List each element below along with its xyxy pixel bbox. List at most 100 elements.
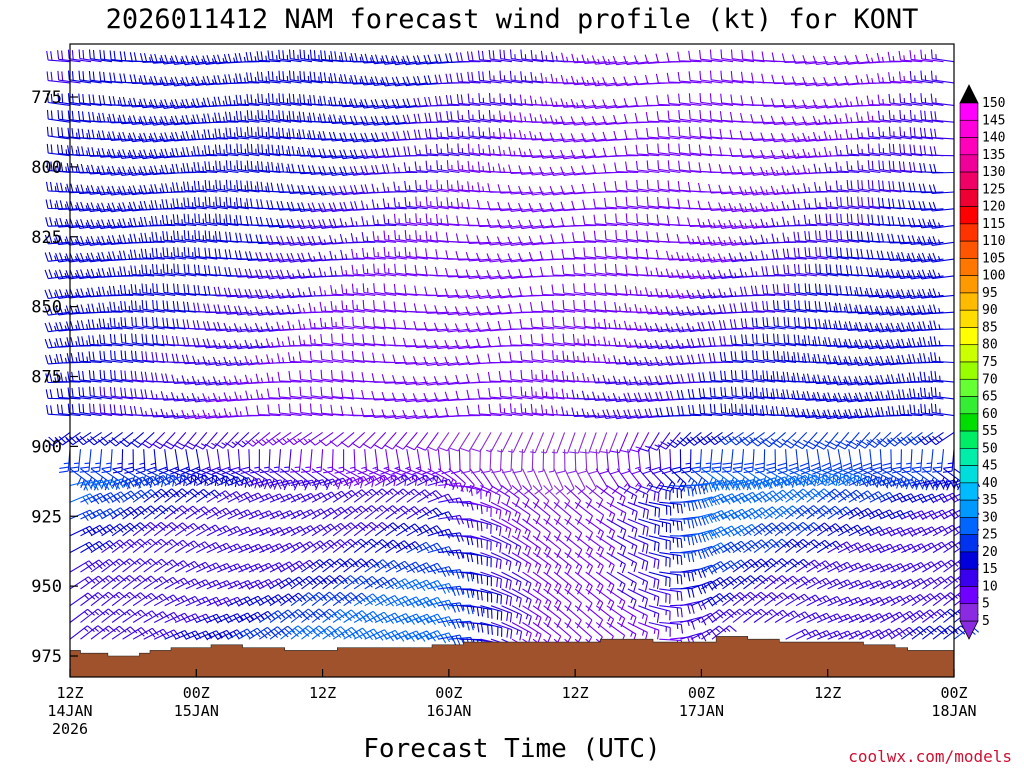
wind-barb xyxy=(665,268,691,279)
wind-barb xyxy=(751,386,776,400)
wind-barb xyxy=(602,374,628,385)
wind-barb xyxy=(791,76,818,86)
wind-barb xyxy=(214,144,239,157)
wind-barb xyxy=(244,323,271,333)
wind-barb xyxy=(383,263,407,277)
wind-barb xyxy=(434,95,460,106)
wind-barb xyxy=(465,251,492,262)
wind-barb xyxy=(781,98,807,109)
wind-barb xyxy=(438,585,464,597)
colorbar-label: 50 xyxy=(982,441,998,456)
colorbar-cell xyxy=(959,344,979,363)
wind-barb xyxy=(108,267,134,277)
plot-frame xyxy=(69,43,955,678)
wind-barb xyxy=(201,449,212,475)
wind-barb xyxy=(919,352,944,364)
wind-barb xyxy=(560,98,586,108)
wind-barb xyxy=(581,133,607,143)
wind-barb xyxy=(234,250,260,260)
wind-barb xyxy=(267,50,292,63)
wind-barb xyxy=(391,392,418,402)
wind-barb xyxy=(762,350,786,364)
wind-barb xyxy=(764,505,790,520)
colorbar-label: 20 xyxy=(982,545,998,560)
wind-barb xyxy=(785,488,811,503)
colorbar-cell xyxy=(959,396,979,415)
wind-barb xyxy=(488,49,513,63)
wind-barb xyxy=(360,98,386,109)
wind-barb xyxy=(541,369,565,383)
wind-barb xyxy=(88,351,113,364)
wind-barb xyxy=(781,133,807,143)
colorbar-label: 130 xyxy=(982,165,1005,180)
wind-barb xyxy=(522,571,542,594)
wind-barb xyxy=(690,482,717,493)
wind-barb xyxy=(80,625,106,640)
colorbar-cell xyxy=(959,378,979,397)
wind-barb xyxy=(445,95,470,106)
wind-barb xyxy=(532,518,551,542)
wind-barb xyxy=(709,93,734,106)
wind-barb xyxy=(899,126,923,140)
wind-barb xyxy=(824,162,849,174)
wind-barb xyxy=(854,375,881,386)
wind-barb xyxy=(593,214,618,227)
wind-barb xyxy=(141,264,165,277)
wind-barb xyxy=(528,148,555,159)
wind-barb xyxy=(76,201,102,212)
wind-barb xyxy=(97,286,123,297)
wind-barb xyxy=(256,389,281,400)
wind-barb xyxy=(478,71,502,84)
wind-barb xyxy=(574,501,593,525)
wind-barb xyxy=(204,196,228,210)
wind-barb xyxy=(290,608,316,623)
wind-barb xyxy=(730,351,755,364)
wind-barb xyxy=(696,253,723,263)
wind-barb xyxy=(648,552,671,568)
wind-barb xyxy=(638,588,660,607)
wind-barb xyxy=(928,288,955,299)
wind-barb xyxy=(287,145,313,157)
wind-barb xyxy=(212,392,239,403)
wind-barb xyxy=(122,505,148,520)
wind-barb xyxy=(111,522,138,537)
wind-barb xyxy=(823,99,849,109)
wind-barb xyxy=(887,233,912,244)
wind-barb xyxy=(245,431,271,447)
wind-barb xyxy=(522,605,542,627)
wind-barb xyxy=(107,165,134,176)
x-tick-label: 2026 xyxy=(52,720,88,738)
wind-barb xyxy=(857,213,881,227)
x-tick-label: 15JAN xyxy=(174,702,219,720)
wind-barb xyxy=(131,333,155,347)
wind-barb xyxy=(118,149,144,160)
wind-barb xyxy=(911,609,938,623)
wind-barb xyxy=(880,468,900,489)
wind-barb xyxy=(616,535,638,555)
wind-barb xyxy=(741,386,765,400)
wind-barb xyxy=(456,72,481,84)
wind-barb xyxy=(917,269,944,280)
wind-barb xyxy=(572,248,597,260)
wind-barb xyxy=(459,552,483,565)
wind-barb xyxy=(543,552,562,575)
wind-barb xyxy=(318,113,344,124)
wind-barb xyxy=(921,449,934,473)
wind-barb xyxy=(749,131,776,142)
wind-barb xyxy=(635,128,660,140)
wind-barb xyxy=(897,216,923,227)
wind-barb xyxy=(277,387,302,400)
wind-barb xyxy=(417,596,444,609)
wind-barb xyxy=(152,316,176,330)
wind-barb xyxy=(751,301,776,313)
wind-barb xyxy=(844,321,870,331)
wind-barb xyxy=(541,387,565,400)
wind-barb xyxy=(795,559,822,573)
wind-barb xyxy=(518,202,544,213)
wind-barb xyxy=(549,166,576,177)
wind-barb xyxy=(330,301,355,313)
wind-barb xyxy=(206,629,233,640)
wind-barb xyxy=(202,338,228,349)
wind-barb xyxy=(111,558,137,573)
